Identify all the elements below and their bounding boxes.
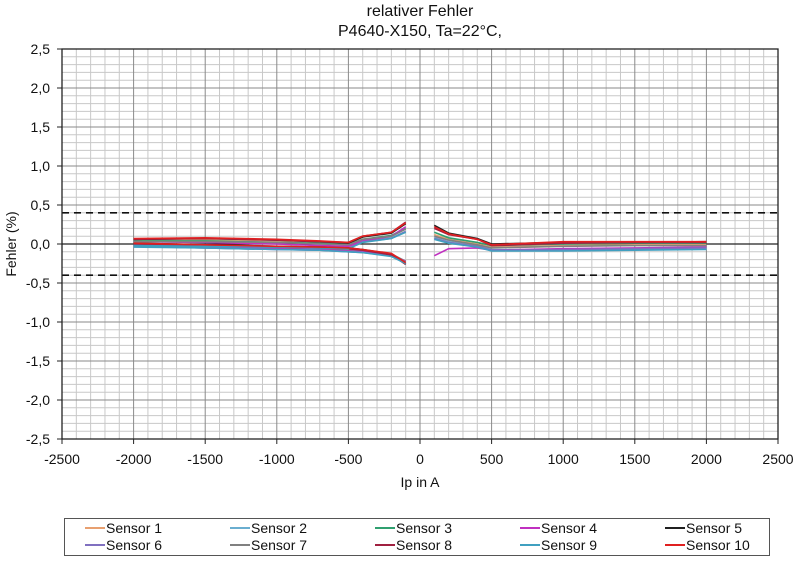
legend-swatch <box>85 527 105 529</box>
legend-label: Sensor 1 <box>106 520 163 536</box>
y-tick-label: -2,5 <box>26 431 50 447</box>
plot-area: 2,5 2,0 1,5 1,0 0,5 0,0 -0,5 -1,0 -1,5 -2,0 -2,5 -… <box>3 41 794 490</box>
legend-label: Sensor 7 <box>251 537 308 553</box>
legend-label: Sensor 2 <box>251 520 308 536</box>
legend-swatch <box>230 527 250 529</box>
x-tick-label: -500 <box>334 451 362 467</box>
legend-item: Sensor 6 <box>85 537 162 553</box>
x-tick-label: 500 <box>480 451 504 467</box>
x-tick-label: 1500 <box>619 451 650 467</box>
legend-swatch <box>375 527 395 529</box>
series-line <box>133 246 407 265</box>
y-tick-label: -2,0 <box>26 392 50 408</box>
series-line <box>133 228 407 246</box>
series-line <box>133 222 407 244</box>
series-line <box>434 235 707 249</box>
x-tick-label: -1000 <box>259 451 295 467</box>
chart-title: relativer Fehler P4640-X150, Ta=22°C, <box>0 2 800 42</box>
legend-label: Sensor 4 <box>541 520 598 536</box>
legend: Sensor 1 Sensor 2 Sensor 3 Sensor 4 Sensor 5… <box>64 518 770 556</box>
y-tick-label: 1,5 <box>31 119 51 135</box>
legend-label: Sensor 8 <box>396 537 453 553</box>
x-tick-label: 1000 <box>548 451 579 467</box>
y-tick-label: 1,0 <box>31 158 51 174</box>
series-line <box>133 242 407 264</box>
y-tick-label: -1,0 <box>26 314 50 330</box>
legend-item: Sensor 10 <box>665 537 750 553</box>
y-tick-label: 0,0 <box>31 236 51 252</box>
chart-title-line1: relativer Fehler <box>366 3 474 20</box>
data-series <box>133 221 707 265</box>
x-tick-label: 2500 <box>762 451 793 467</box>
x-axis-label: Ip in A <box>401 474 441 490</box>
y-tick-label: -1,5 <box>26 353 50 369</box>
legend-item: Sensor 8 <box>375 537 452 553</box>
legend-swatch <box>230 544 250 546</box>
x-tick-label: -2500 <box>44 451 80 467</box>
legend-label: Sensor 10 <box>686 537 750 553</box>
legend-item: Sensor 5 <box>665 520 742 536</box>
legend-item: Sensor 1 <box>85 520 162 536</box>
legend-item: Sensor 7 <box>230 537 307 553</box>
legend-swatch <box>520 527 540 529</box>
x-tick-label: -2000 <box>116 451 152 467</box>
legend-item: Sensor 2 <box>230 520 307 536</box>
series-line <box>433 226 707 246</box>
legend-item: Sensor 4 <box>520 520 597 536</box>
x-tick-label: -1500 <box>187 451 223 467</box>
x-axis-ticks: -2500 -2000 -1500 -1000 -500 0 500 1000 1500 2000… <box>44 439 794 467</box>
y-tick-label: 2,0 <box>31 80 51 96</box>
y-axis-label: Fehler (%) <box>3 211 19 276</box>
x-tick-label: 2000 <box>691 451 722 467</box>
legend-label: Sensor 5 <box>686 520 743 536</box>
series-line <box>434 238 707 252</box>
legend-swatch <box>665 544 685 546</box>
legend-label: Sensor 9 <box>541 537 598 553</box>
legend-swatch <box>520 544 540 546</box>
y-tick-label: 0,5 <box>31 197 51 213</box>
y-axis-ticks: 2,5 2,0 1,5 1,0 0,5 0,0 -0,5 -1,0 -1,5 -2,0 -2,5 <box>26 41 62 447</box>
legend-item: Sensor 9 <box>520 537 597 553</box>
legend-swatch <box>665 527 685 529</box>
legend-label: Sensor 6 <box>106 537 163 553</box>
y-tick-label: -0,5 <box>26 275 50 291</box>
legend-item: Sensor 3 <box>375 520 452 536</box>
y-tick-label: 2,5 <box>31 41 51 57</box>
legend-swatch <box>375 544 395 546</box>
legend-swatch <box>85 544 105 546</box>
chart-subtitle: P4640-X150, Ta=22°C, <box>338 23 502 40</box>
x-tick-label: 0 <box>416 451 424 467</box>
legend-label: Sensor 3 <box>396 520 453 536</box>
